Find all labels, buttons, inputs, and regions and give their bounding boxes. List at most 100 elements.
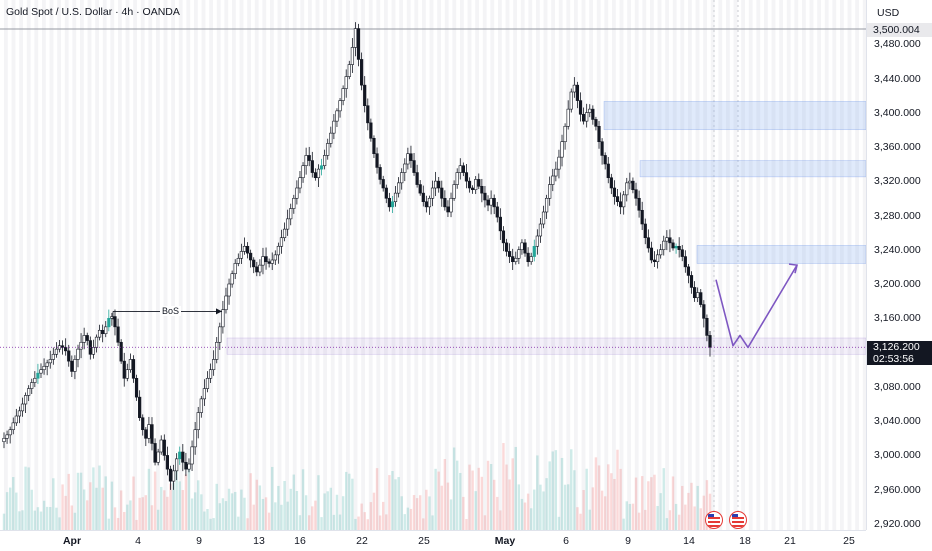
candle-body — [353, 28, 358, 48]
candle-body — [14, 415, 18, 424]
candle-body — [683, 256, 687, 268]
volume-bar — [360, 503, 363, 530]
session-background-stripe — [102, 0, 107, 530]
volume-bar — [55, 507, 58, 530]
candle-body — [554, 168, 558, 177]
session-background-stripe — [688, 0, 692, 530]
session-background-stripe — [619, 0, 624, 530]
price-tick-label: 3,400.000 — [874, 107, 921, 119]
us-flag-event-icon[interactable] — [705, 511, 723, 529]
volume-bar — [372, 492, 376, 530]
candle-body — [101, 329, 105, 335]
volume-bar — [89, 482, 92, 530]
candle-body — [218, 326, 222, 343]
volume-bar — [295, 491, 299, 530]
candle-body — [205, 377, 210, 389]
session-background-stripe — [680, 0, 685, 530]
candle-body — [486, 199, 490, 206]
volume-bar — [579, 513, 582, 530]
volume-bar — [172, 482, 175, 530]
volume-bar — [529, 508, 533, 530]
candle-body — [252, 259, 256, 268]
volume-bar — [95, 487, 98, 530]
session-background-stripe — [368, 0, 373, 530]
candle-body — [689, 275, 694, 288]
volume-bar — [570, 449, 573, 530]
price-scale[interactable]: USD 3,500.004 3,480.000 3,440.000 3,400.00… — [866, 0, 932, 530]
session-background-stripe — [437, 0, 441, 530]
volume-bar — [86, 500, 89, 530]
volume-bar — [345, 471, 348, 530]
session-background-stripe — [612, 0, 616, 530]
projection-path — [715, 264, 798, 349]
candle-body — [39, 369, 43, 374]
volume-bar — [674, 503, 678, 530]
session-background-stripe — [695, 0, 700, 530]
volume-bar — [119, 490, 123, 530]
volume-bar — [585, 468, 588, 530]
candle-body — [652, 259, 657, 263]
session-background-stripe — [824, 0, 829, 530]
candle-body — [427, 197, 432, 208]
volume-bar — [110, 481, 114, 530]
volume-bar — [227, 488, 231, 530]
candle-body — [520, 242, 524, 251]
candle-body — [60, 345, 65, 348]
volume-bar — [221, 498, 225, 530]
time-axis[interactable]: Apr 4 9 13 16 22 25 May 6 9 14 18 21 25 — [0, 530, 866, 551]
volume-bar — [107, 518, 111, 530]
volume-bar — [230, 493, 234, 530]
candle-body — [236, 257, 240, 264]
candle-body — [332, 120, 336, 134]
candle-body — [273, 254, 277, 261]
candle-body — [659, 249, 663, 256]
price-tick-label: 2,960.000 — [874, 484, 921, 496]
volume-bar — [113, 507, 117, 530]
volume-bar — [397, 477, 400, 530]
candle-body — [535, 235, 539, 247]
candle-body — [575, 84, 580, 101]
session-background-stripe — [201, 0, 206, 530]
volume-bar — [271, 466, 274, 530]
volume-bar — [274, 502, 277, 530]
volume-bar — [597, 465, 601, 530]
price-tick-label: 3,080.000 — [874, 381, 921, 393]
session-background-stripe — [19, 0, 23, 530]
candle-body — [492, 197, 496, 208]
candle-body — [461, 165, 465, 173]
volume-bar — [45, 506, 49, 530]
chart-area[interactable]: Gold Spot / U.S. Dollar · 4h · OANDA BoS — [0, 0, 866, 530]
volume-bar — [455, 460, 459, 530]
volume-bar — [304, 495, 308, 530]
candle-body — [393, 192, 398, 203]
volume-bar — [341, 496, 345, 530]
volume-bar — [187, 466, 191, 530]
session-background-stripe — [285, 0, 289, 530]
volume-bar — [206, 508, 209, 530]
bar-countdown: 02:53:56 — [873, 353, 914, 365]
volume-bar — [326, 491, 329, 530]
volume-bar — [622, 518, 625, 530]
candle-body — [668, 237, 672, 244]
volume-bar — [218, 503, 222, 530]
session-background-stripe — [840, 0, 844, 530]
volume-bar — [375, 468, 379, 530]
candle-body — [381, 179, 385, 189]
volume-bar — [104, 476, 107, 530]
chart-canvas[interactable] — [0, 0, 866, 530]
candle-body — [578, 100, 583, 115]
candle-body — [541, 211, 546, 225]
time-label: 25 — [418, 535, 430, 547]
session-background-stripe — [779, 0, 783, 530]
candle-body — [230, 273, 234, 285]
us-flag-event-icon[interactable] — [729, 511, 747, 529]
volume-bar — [264, 497, 268, 530]
volume-bar — [647, 481, 650, 530]
price-tick-label: 3,240.000 — [874, 244, 921, 256]
volume-bar — [409, 508, 413, 530]
candle-body — [369, 122, 373, 139]
price-tick-label: 3,360.000 — [874, 141, 921, 153]
candle-body — [11, 422, 15, 431]
volume-bar — [175, 471, 178, 530]
volume-bar — [311, 506, 314, 530]
